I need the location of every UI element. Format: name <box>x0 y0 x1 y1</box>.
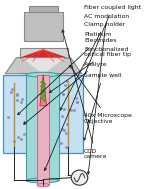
Point <box>66 80 68 83</box>
Point <box>13 140 15 143</box>
Point <box>72 108 75 111</box>
Ellipse shape <box>37 184 49 187</box>
Point <box>30 115 32 118</box>
Ellipse shape <box>26 72 59 77</box>
Point <box>38 115 40 118</box>
Polygon shape <box>5 58 82 74</box>
Point <box>38 103 41 106</box>
Point <box>51 144 54 147</box>
Polygon shape <box>17 74 70 75</box>
Point <box>40 116 43 119</box>
Bar <box>29 6 58 12</box>
Bar <box>3 75 83 153</box>
Bar <box>24 12 63 41</box>
Point <box>62 92 64 95</box>
Polygon shape <box>20 50 68 58</box>
Point <box>64 83 66 86</box>
Point <box>54 141 56 144</box>
Point <box>55 146 57 149</box>
Point <box>27 129 29 132</box>
Text: Analyte: Analyte <box>24 62 108 124</box>
Point <box>15 94 18 97</box>
Point <box>68 108 70 111</box>
Text: CCD
camera: CCD camera <box>62 30 107 160</box>
Point <box>11 87 13 90</box>
Point <box>62 129 65 132</box>
Point <box>56 138 58 141</box>
Point <box>59 141 62 144</box>
Point <box>33 108 35 112</box>
Point <box>7 116 9 119</box>
Polygon shape <box>22 58 64 73</box>
Text: Functionalized
optical fiber tip: Functionalized optical fiber tip <box>50 46 131 92</box>
Point <box>34 98 36 101</box>
Point <box>20 137 22 140</box>
Text: Fiber coupled light: Fiber coupled light <box>44 5 141 170</box>
Point <box>65 131 68 134</box>
Text: AC modulation: AC modulation <box>84 14 129 174</box>
Point <box>76 100 78 103</box>
Polygon shape <box>40 75 46 106</box>
Point <box>22 121 25 124</box>
Point <box>22 133 25 136</box>
Point <box>54 126 56 129</box>
Point <box>21 97 23 100</box>
Point <box>75 101 78 104</box>
Point <box>55 79 57 82</box>
Bar <box>37 75 49 185</box>
Point <box>66 122 68 125</box>
Point <box>52 126 55 129</box>
Point <box>75 97 78 100</box>
Point <box>61 92 64 95</box>
Text: Platinum
Electrodes: Platinum Electrodes <box>18 32 117 115</box>
Point <box>16 93 19 96</box>
Ellipse shape <box>26 178 59 183</box>
Point <box>46 119 48 122</box>
Point <box>38 117 40 120</box>
Point <box>17 136 20 139</box>
Point <box>16 98 18 101</box>
Point <box>40 119 42 122</box>
Point <box>9 90 12 93</box>
Bar <box>20 48 68 58</box>
Point <box>70 108 72 111</box>
Point <box>32 127 34 130</box>
Point <box>56 142 59 145</box>
Point <box>40 112 42 115</box>
Text: Clamp holder: Clamp holder <box>60 22 125 110</box>
Point <box>60 128 63 131</box>
Text: 40x Microscope
Objective: 40x Microscope Objective <box>70 65 132 124</box>
Bar <box>26 75 59 180</box>
Ellipse shape <box>71 170 88 185</box>
Point <box>33 136 35 139</box>
Point <box>28 139 31 143</box>
Text: Sample well: Sample well <box>84 73 122 140</box>
Point <box>65 146 67 149</box>
Point <box>62 108 65 111</box>
Point <box>38 103 40 106</box>
Point <box>57 84 59 87</box>
Point <box>20 101 22 104</box>
Point <box>61 114 63 117</box>
